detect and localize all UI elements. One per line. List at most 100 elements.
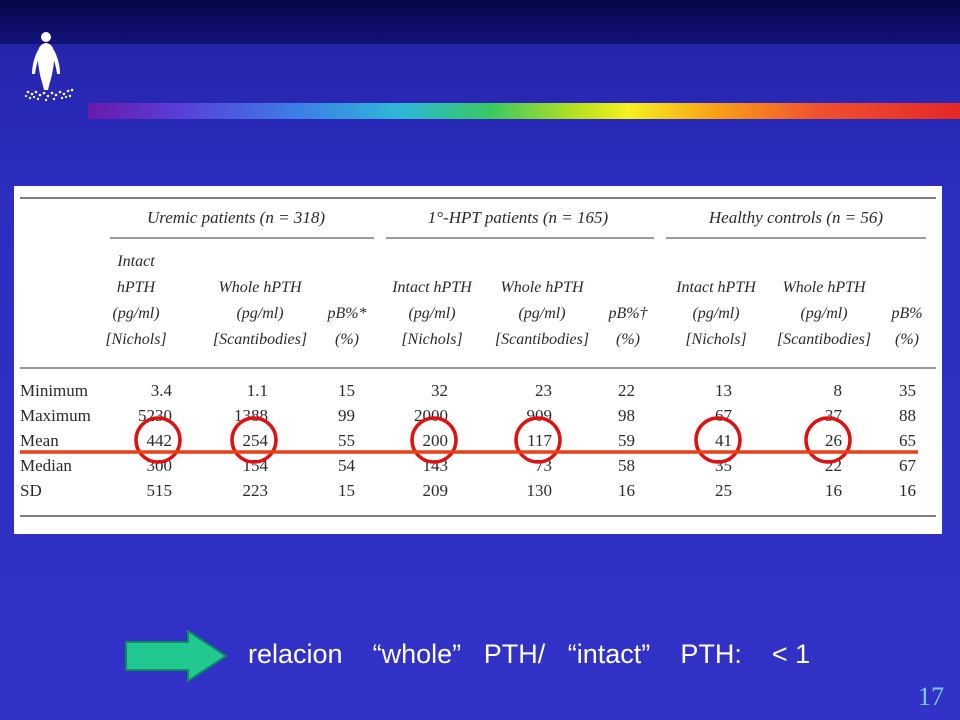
page-number: 17 — [918, 682, 944, 711]
row-label: Median — [20, 456, 72, 475]
svg-text:[Nichols]: [Nichols] — [105, 331, 166, 348]
right-arrow-icon — [125, 630, 228, 682]
table-cell: 88 — [899, 406, 916, 425]
col-header-uremic-intact: Intact hPTH (pg/ml) [Nichols] — [105, 253, 166, 348]
table-cell: 35 — [899, 381, 916, 400]
col-header-controls-pb: pB% (%) — [890, 305, 922, 348]
top-band — [0, 0, 960, 44]
svg-text:(pg/ml): (pg/ml) — [408, 305, 455, 322]
svg-text:(pg/ml): (pg/ml) — [112, 305, 159, 322]
svg-text:hPTH: hPTH — [117, 279, 157, 296]
svg-text:[Scantibodies]: [Scantibodies] — [777, 331, 871, 348]
col-header-controls-intact: Intact hPTH (pg/ml) [Nichols] — [675, 279, 757, 348]
row-label: Minimum — [20, 381, 88, 400]
table-cell: 515 — [147, 481, 173, 500]
table-cell: 55 — [338, 431, 355, 450]
table-cell: 16 — [899, 481, 916, 500]
svg-text:Whole hPTH: Whole hPTH — [500, 279, 585, 296]
table-cell: 13 — [715, 381, 732, 400]
table-cell: 58 — [618, 456, 635, 475]
human-figure-logo-icon — [24, 32, 74, 102]
table-cell: 8 — [834, 381, 843, 400]
table-cell: 209 — [423, 481, 449, 500]
table-cell: 32 — [431, 381, 448, 400]
caption-word-whole: “whole” — [372, 639, 462, 669]
table-cell: 67 — [715, 406, 733, 425]
table-cell: 1388 — [234, 406, 268, 425]
table-row: Mean 442 254 55 200 117 59 41 26 65 — [20, 431, 916, 450]
svg-text:[Scantibodies]: [Scantibodies] — [495, 331, 589, 348]
caption-word-relacion: relacion — [248, 639, 343, 669]
svg-text:(%): (%) — [335, 331, 359, 348]
svg-text:(pg/ml): (pg/ml) — [800, 305, 847, 322]
table-cell: 154 — [243, 456, 269, 475]
svg-text:Whole hPTH: Whole hPTH — [218, 279, 303, 296]
table-row: SD 515 223 15 209 130 16 25 16 16 — [20, 481, 916, 500]
table-cell: 16 — [825, 481, 842, 500]
data-table-panel: Uremic patients (n = 318) 1°-HPT patient… — [14, 186, 942, 534]
group-header-hpt: 1°-HPT patients (n = 165) — [428, 208, 609, 227]
table-cell: 16 — [618, 481, 635, 500]
svg-text:(%): (%) — [895, 331, 919, 348]
table-cell: 5230 — [138, 406, 172, 425]
svg-text:[Scantibodies]: [Scantibodies] — [213, 331, 307, 348]
svg-text:pB%*: pB%* — [326, 305, 366, 322]
table-cell: 200 — [423, 431, 449, 450]
col-header-hpt-whole: Whole hPTH (pg/ml) [Scantibodies] — [495, 279, 589, 348]
table-cell: 65 — [899, 431, 916, 450]
table-body: Minimum 3.4 1.1 15 32 23 22 13 8 35 Maximum 5230 138… — [20, 381, 917, 500]
caption-word-intact: “intact” — [567, 639, 651, 669]
table-cell: 26 — [825, 431, 842, 450]
table-cell: 99 — [338, 406, 355, 425]
table-cell: 73 — [535, 456, 552, 475]
table-cell: 254 — [243, 431, 269, 450]
col-header-uremic-pb: pB%* (%) — [326, 305, 366, 348]
ratio-caption: relacion “whole” PTH/ “intact” PTH: < 1 — [248, 632, 938, 676]
table-cell: 23 — [535, 381, 552, 400]
svg-text:Whole hPTH: Whole hPTH — [782, 279, 867, 296]
table-cell: 98 — [618, 406, 635, 425]
svg-text:(pg/ml): (pg/ml) — [518, 305, 565, 322]
svg-text:Intact: Intact — [116, 253, 155, 270]
table-cell: 1.1 — [247, 381, 268, 400]
row-label: SD — [20, 481, 42, 500]
table-cell: 41 — [715, 431, 732, 450]
table-cell: 15 — [338, 381, 355, 400]
table-cell: 22 — [618, 381, 635, 400]
svg-text:(pg/ml): (pg/ml) — [692, 305, 739, 322]
table-cell: 37 — [825, 406, 843, 425]
table-cell: 117 — [527, 431, 552, 450]
row-label: Maximum — [20, 406, 91, 425]
table-row: Median 300 154 54 143 73 58 35 22 67 — [20, 456, 917, 475]
table-cell: 3.4 — [151, 381, 173, 400]
table-cell: 130 — [527, 481, 553, 500]
table-cell: 15 — [338, 481, 355, 500]
col-header-hpt-pb: pB%† (%) — [607, 305, 648, 348]
col-header-uremic-whole: Whole hPTH (pg/ml) [Scantibodies] — [213, 279, 307, 348]
svg-text:[Nichols]: [Nichols] — [401, 331, 462, 348]
table-cell: 223 — [243, 481, 269, 500]
table-cell: 35 — [715, 456, 732, 475]
rainbow-divider-bar — [88, 103, 960, 119]
svg-text:(pg/ml): (pg/ml) — [236, 305, 283, 322]
svg-text:Intact hPTH: Intact hPTH — [391, 279, 473, 296]
table-cell: 25 — [715, 481, 732, 500]
table-row: Minimum 3.4 1.1 15 32 23 22 13 8 35 — [20, 381, 916, 400]
caption-word-pth1: PTH/ — [483, 639, 546, 669]
svg-text:[Nichols]: [Nichols] — [685, 331, 746, 348]
group-header-controls: Healthy controls (n = 56) — [708, 208, 884, 227]
svg-text:(%): (%) — [616, 331, 640, 348]
table-cell: 54 — [338, 456, 356, 475]
col-header-controls-whole: Whole hPTH (pg/ml) [Scantibodies] — [777, 279, 871, 348]
svg-text:Intact hPTH: Intact hPTH — [675, 279, 757, 296]
table-cell: 909 — [527, 406, 553, 425]
row-label: Mean — [20, 431, 59, 450]
caption-word-pth2: PTH: — [680, 639, 742, 669]
table-cell: 2000 — [414, 406, 448, 425]
table-cell: 143 — [423, 456, 449, 475]
table-cell: 22 — [825, 456, 842, 475]
table-row: Maximum 5230 1388 99 2000 909 98 67 37 88 — [20, 406, 916, 425]
svg-text:pB%†: pB%† — [607, 305, 648, 322]
table-cell: 300 — [147, 456, 173, 475]
col-header-hpt-intact: Intact hPTH (pg/ml) [Nichols] — [391, 279, 473, 348]
